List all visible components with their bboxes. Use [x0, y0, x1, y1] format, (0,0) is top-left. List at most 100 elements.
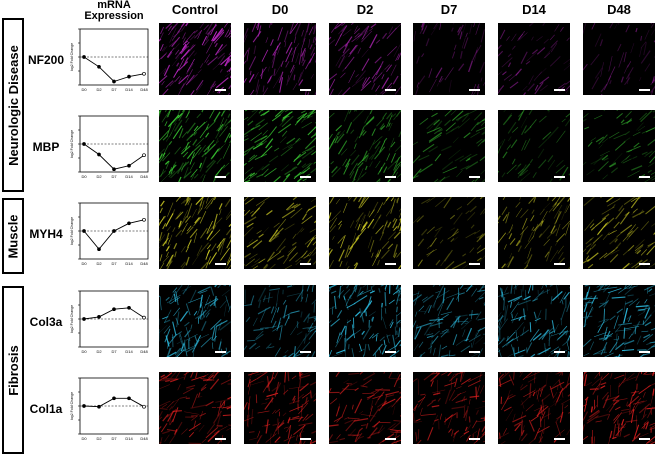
micrograph-myh4-control — [159, 197, 231, 269]
micrograph-myh4-d0 — [244, 197, 316, 269]
scale-bar — [385, 438, 396, 440]
gene-label-col3a: Col3a — [29, 315, 63, 329]
micrograph-nf200-d7 — [413, 23, 485, 95]
expression-point — [97, 152, 101, 157]
micrograph-col3a-d48 — [583, 285, 655, 357]
scale-bar — [469, 176, 480, 178]
plot-ylabel: log2 Fold Change — [70, 217, 74, 245]
scale-bar — [639, 263, 650, 265]
x-tick-label: D2 — [96, 349, 102, 354]
micrograph-myh4-d7 — [413, 197, 485, 269]
expression-point — [97, 404, 101, 409]
scale-bar — [469, 263, 480, 265]
scale-bar — [300, 438, 311, 440]
micrograph-mbp-d0 — [244, 110, 316, 182]
micrograph-nf200-d48 — [583, 23, 655, 95]
x-tick-label: D0 — [81, 436, 87, 441]
expression-point — [112, 79, 116, 84]
micrograph-col1a-d2 — [329, 372, 401, 444]
expression-point — [82, 142, 86, 146]
x-tick-label: D14 — [125, 436, 133, 441]
expression-point — [142, 217, 146, 222]
micrograph-nf200-d2 — [329, 23, 401, 95]
micrograph-nf200-d0 — [244, 23, 316, 95]
micrograph-col3a-control — [159, 285, 231, 357]
expression-point — [82, 55, 86, 59]
column-header-control: Control — [171, 2, 219, 17]
scale-bar — [215, 263, 226, 265]
micrograph-myh4-d14 — [498, 197, 570, 269]
scale-bar — [300, 263, 311, 265]
micrograph-mbp-d2 — [329, 110, 401, 182]
x-tick-label: D48 — [140, 87, 148, 92]
scale-bar — [385, 263, 396, 265]
plot-ylabel: log2 Fold Change — [70, 130, 74, 158]
x-tick-label: D48 — [140, 349, 148, 354]
group-box-fibrosis — [2, 286, 24, 454]
expression-point — [127, 396, 131, 401]
scale-bar — [215, 176, 226, 178]
x-tick-label: D7 — [111, 436, 117, 441]
group-label-fibrosis: Fibrosis — [5, 344, 21, 396]
micrograph-col1a-d14 — [498, 372, 570, 444]
group-label-muscle: Muscle — [5, 213, 21, 259]
scale-bar — [639, 176, 650, 178]
x-tick-label: D48 — [140, 436, 148, 441]
micrograph-col1a-d48 — [583, 372, 655, 444]
scale-bar — [385, 176, 396, 178]
expression-point — [82, 229, 86, 233]
expression-point — [142, 315, 146, 320]
scale-bar — [554, 176, 565, 178]
micrograph-col3a-d14 — [498, 285, 570, 357]
x-tick-label: D48 — [140, 261, 148, 266]
group-label-neurologic: Neurologic Disease — [5, 44, 21, 166]
x-tick-label: D14 — [125, 87, 133, 92]
micrograph-nf200-control — [159, 23, 231, 95]
expression-plot-mbp: log2 Fold Change D0 D2 D7 D14 D48 — [68, 110, 152, 182]
scale-bar — [385, 89, 396, 91]
expression-point — [112, 229, 116, 233]
micrograph-col3a-d7 — [413, 285, 485, 357]
expression-point — [127, 163, 131, 168]
x-tick-label: D0 — [81, 261, 87, 266]
scale-bar — [300, 89, 311, 91]
x-tick-label: D14 — [125, 349, 133, 354]
scale-bar — [469, 438, 480, 440]
micrograph-col1a-d0 — [244, 372, 316, 444]
gene-label-myh4: MYH4 — [29, 227, 63, 241]
scale-bar — [639, 351, 650, 353]
x-tick-label: D48 — [140, 174, 148, 179]
micrograph-myh4-d2 — [329, 197, 401, 269]
micrograph-nf200-d14 — [498, 23, 570, 95]
column-header-d48: D48 — [607, 2, 631, 17]
expression-point — [97, 64, 101, 69]
micrograph-mbp-d48 — [583, 110, 655, 182]
group-box-muscle — [2, 198, 24, 274]
x-tick-label: D0 — [81, 87, 87, 92]
scale-bar — [469, 89, 480, 91]
expression-point — [142, 404, 146, 409]
x-tick-label: D7 — [111, 261, 117, 266]
x-tick-label: D7 — [111, 87, 117, 92]
scale-bar — [639, 438, 650, 440]
micrograph-mbp-d14 — [498, 110, 570, 182]
expression-point — [112, 307, 116, 312]
gene-label-nf200: NF200 — [27, 53, 65, 67]
expression-plot-nf200: log2 Fold Change D0 D2 D7 D14 D48 — [68, 23, 152, 95]
scale-bar — [639, 89, 650, 91]
micrograph-col3a-d2 — [329, 285, 401, 357]
expression-point — [142, 71, 146, 76]
gene-label-col1a: Col1a — [29, 402, 63, 416]
expression-point — [97, 315, 101, 319]
expression-point — [112, 167, 116, 172]
plot-ylabel: log2 Fold Change — [70, 392, 74, 420]
x-tick-label: D14 — [125, 174, 133, 179]
micrograph-col3a-d0 — [244, 285, 316, 357]
micrograph-mbp-control — [159, 110, 231, 182]
x-tick-label: D7 — [111, 349, 117, 354]
x-tick-label: D2 — [96, 174, 102, 179]
expression-plot-col1a: log2 Fold Change D0 D2 D7 D14 D48 — [68, 372, 152, 444]
expression-point — [127, 221, 131, 226]
expression-point — [97, 247, 101, 252]
x-tick-label: D2 — [96, 436, 102, 441]
